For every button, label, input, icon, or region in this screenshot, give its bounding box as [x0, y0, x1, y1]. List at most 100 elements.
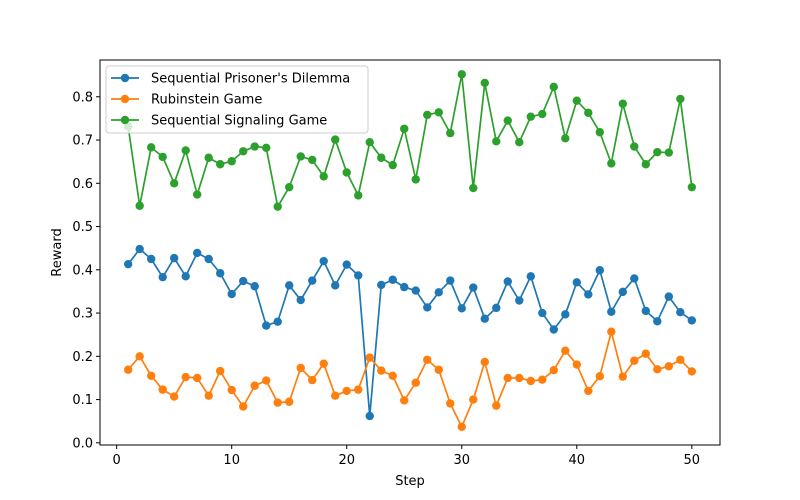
- data-point: [377, 280, 386, 290]
- data-point: [526, 112, 535, 121]
- data-point: [641, 160, 651, 169]
- data-point: [250, 381, 259, 390]
- data-point: [216, 269, 225, 278]
- data-point: [296, 295, 305, 305]
- y-tick-label: 0.5: [72, 220, 93, 235]
- data-point: [342, 168, 351, 177]
- data-point: [595, 372, 604, 381]
- data-point: [653, 317, 662, 326]
- data-point: [618, 287, 627, 297]
- data-point: [216, 160, 225, 169]
- legend: Sequential Prisoner's Dilemma Rubinstein …: [105, 65, 369, 134]
- data-point: [434, 365, 443, 374]
- data-point: [204, 153, 213, 162]
- data-point: [262, 376, 271, 385]
- data-point: [411, 378, 420, 387]
- y-axis: 0.0 0.1 0.2 0.3 0.4 0.5 0.6 0.7 0.8: [72, 90, 100, 451]
- data-point: [135, 244, 144, 254]
- data-point: [181, 272, 190, 281]
- data-point: [641, 349, 651, 358]
- x-tick-label: 30: [453, 453, 470, 468]
- data-point: [607, 159, 616, 168]
- data-point: [641, 306, 651, 316]
- y-tick-label: 0.2: [72, 350, 93, 365]
- data-point: [653, 147, 662, 157]
- series-layer: [123, 70, 697, 432]
- data-point: [503, 277, 512, 286]
- data-point: [354, 385, 363, 394]
- legend-marker: [120, 94, 130, 104]
- data-point: [664, 362, 674, 371]
- data-point: [561, 346, 570, 355]
- data-point: [365, 411, 374, 421]
- data-point: [204, 391, 213, 400]
- series-1: [123, 327, 697, 432]
- data-point: [515, 137, 524, 147]
- data-point: [331, 281, 340, 290]
- data-point: [492, 137, 501, 146]
- data-point: [216, 366, 225, 376]
- data-point: [308, 375, 317, 385]
- data-point: [526, 376, 535, 386]
- data-point: [687, 367, 697, 376]
- data-point: [308, 276, 317, 285]
- data-point: [388, 371, 397, 380]
- data-point: [687, 182, 697, 192]
- data-point: [538, 375, 547, 384]
- data-point: [146, 143, 156, 152]
- x-axis: 0 10 20 30 40 50: [113, 445, 700, 468]
- data-point: [169, 179, 179, 188]
- data-point: [607, 327, 616, 336]
- data-point: [342, 260, 351, 269]
- data-point: [169, 253, 179, 263]
- legend-marker: [120, 115, 130, 125]
- data-point: [262, 321, 271, 330]
- data-point: [319, 359, 328, 368]
- data-point: [687, 316, 697, 325]
- series-line: [127, 330, 693, 428]
- data-point: [239, 402, 248, 411]
- legend-label: Sequential Signaling Game: [151, 114, 327, 129]
- legend-box: [105, 65, 369, 134]
- data-point: [135, 201, 144, 210]
- data-point: [239, 276, 248, 286]
- data-point: [365, 353, 374, 362]
- data-point: [377, 153, 386, 162]
- data-point: [181, 146, 190, 155]
- data-point: [227, 385, 236, 395]
- data-point: [273, 202, 282, 211]
- y-tick-label: 0.7: [72, 134, 93, 149]
- data-point: [515, 373, 524, 383]
- data-point: [572, 360, 581, 369]
- data-point: [526, 272, 535, 281]
- data-point: [664, 292, 674, 301]
- data-point: [388, 275, 397, 284]
- legend-label: Rubinstein Game: [151, 93, 262, 108]
- data-point: [285, 281, 294, 290]
- data-point: [515, 296, 524, 305]
- y-tick-label: 0.0: [72, 436, 93, 451]
- x-axis-label: Step: [395, 474, 425, 489]
- data-point: [630, 142, 639, 151]
- data-point: [296, 152, 305, 161]
- data-point: [549, 82, 558, 92]
- data-point: [377, 366, 386, 375]
- data-point: [469, 395, 478, 404]
- data-point: [446, 276, 455, 285]
- data-point: [572, 278, 581, 287]
- data-point: [411, 286, 420, 295]
- data-point: [664, 148, 674, 157]
- data-point: [342, 386, 351, 396]
- data-point: [331, 135, 340, 144]
- data-point: [434, 288, 443, 297]
- data-point: [423, 110, 432, 120]
- data-point: [239, 147, 248, 156]
- data-point: [549, 325, 558, 334]
- data-point: [388, 160, 397, 170]
- data-point: [561, 134, 570, 143]
- data-point: [331, 391, 340, 400]
- data-point: [457, 422, 466, 432]
- data-point: [492, 401, 501, 410]
- data-point: [181, 372, 190, 382]
